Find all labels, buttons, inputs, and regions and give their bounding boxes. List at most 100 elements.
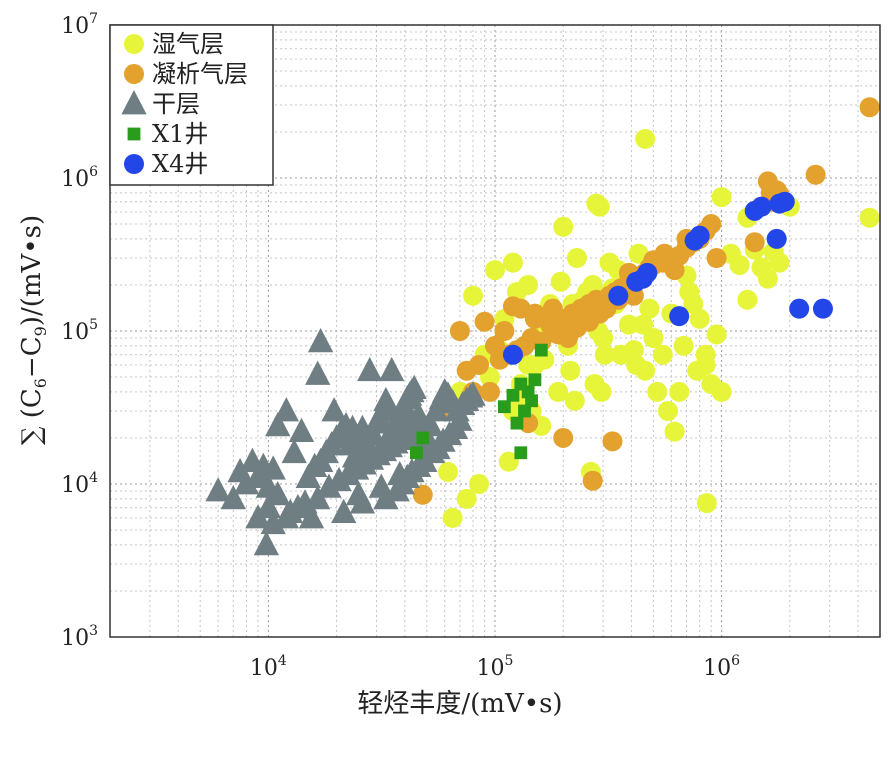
series-1-point (553, 216, 574, 237)
plot-frame (109, 24, 881, 638)
series-3-point (316, 473, 342, 498)
series-4 (410, 343, 548, 460)
series-2-point (474, 311, 495, 332)
series-1-point (687, 360, 708, 381)
series-5-point (751, 196, 772, 217)
y-tick-label: 104 (61, 470, 98, 498)
series-3-point (233, 470, 260, 495)
series-1-point (618, 314, 639, 335)
series-3-point (321, 397, 347, 422)
series-3-point (298, 504, 325, 529)
series-1-point (518, 354, 539, 375)
series-1-point (437, 461, 458, 482)
y-axis-label-sub1: 6 (31, 378, 50, 388)
x-tick-label-exponent: 6 (731, 653, 740, 669)
series-3-point (265, 411, 291, 437)
series-3-point (260, 509, 286, 535)
series-2-point (485, 335, 505, 356)
series-1-point (679, 281, 700, 302)
series-2-point (502, 296, 523, 317)
series-1-point (673, 335, 694, 356)
y-axis-label-dash: −C (17, 336, 47, 378)
y-tick-label-exponent: 3 (89, 623, 98, 639)
series-4-point (497, 400, 511, 414)
series-4-point (528, 373, 542, 387)
series-3-point (253, 531, 280, 556)
y-tick-label-exponent: 5 (89, 317, 98, 333)
series-2-point (805, 164, 826, 185)
series-5-point (689, 225, 710, 246)
series-1-point (623, 340, 644, 361)
x-tick-label-base: 10 (250, 656, 278, 681)
legend-label-5: X4井 (152, 150, 208, 178)
series-2-point (494, 321, 515, 341)
series-2-point (582, 470, 603, 491)
legend-marker-3 (121, 90, 147, 115)
series-3-point (273, 397, 299, 422)
y-tick-label-base: 10 (61, 14, 89, 39)
series-1-point (635, 128, 656, 149)
series-3-point (281, 438, 307, 464)
y-tick-label-exponent: 4 (89, 470, 98, 486)
x-axis-label: 轻烃丰度/(mV•s) (357, 689, 562, 719)
series-1-point (729, 255, 750, 276)
series-1-point (586, 193, 607, 214)
series-3-point (260, 455, 286, 480)
y-tick-label: 103 (61, 623, 98, 651)
series-3 (205, 327, 486, 556)
series-1-point (639, 298, 660, 319)
legend-marker-4 (127, 127, 141, 141)
legend-label-3: 干层 (152, 90, 200, 118)
series-1-point (594, 344, 615, 365)
series-1-point (737, 289, 758, 310)
x-tick-label-base: 10 (703, 656, 731, 681)
series-2-point (553, 427, 574, 448)
series-4-point (506, 388, 520, 402)
x-tick-label-exponent: 5 (505, 653, 514, 669)
series-4-point (416, 431, 430, 445)
series-3-point (379, 356, 405, 382)
series-1-point (469, 474, 490, 494)
series-5-point (669, 306, 690, 327)
series-2-point (744, 232, 765, 253)
series-1-point (859, 207, 880, 228)
series-2-point (537, 308, 558, 329)
series-3-point (417, 411, 444, 437)
y-tick-label-base: 10 (61, 320, 89, 345)
series-4-point (410, 446, 423, 460)
series-3-point (265, 480, 291, 506)
series-4-point (514, 446, 528, 460)
series-1-point (695, 344, 716, 365)
x-tick-label: 104 (250, 653, 287, 681)
series-2-point (859, 97, 880, 118)
series-3-point (288, 417, 315, 443)
series-5-point (608, 285, 629, 306)
series-3-point (387, 460, 413, 486)
series-3-point (460, 381, 486, 406)
series-1-point (456, 488, 477, 509)
series-1-point (463, 285, 484, 306)
series-1-point (696, 493, 717, 514)
series-layer (205, 97, 880, 556)
series-5 (502, 191, 833, 365)
series-1-point (711, 187, 732, 208)
y-tick-label: 107 (61, 11, 98, 39)
x-tick-label: 106 (703, 653, 740, 681)
series-3-point (305, 360, 331, 385)
y-tick-label-exponent: 7 (89, 11, 98, 27)
series-1-point (669, 381, 690, 402)
series-2-point (479, 381, 500, 402)
series-3-point (442, 414, 469, 440)
series-2-point (654, 243, 675, 264)
x-tick-label-exponent: 4 (278, 653, 287, 669)
series-3-point (331, 498, 357, 524)
y-tick-label-base: 10 (61, 167, 89, 192)
series-5-point (789, 298, 810, 319)
series-1-point (502, 252, 523, 273)
legend-label-4: X1井 (152, 120, 208, 148)
series-3-point (285, 493, 311, 519)
